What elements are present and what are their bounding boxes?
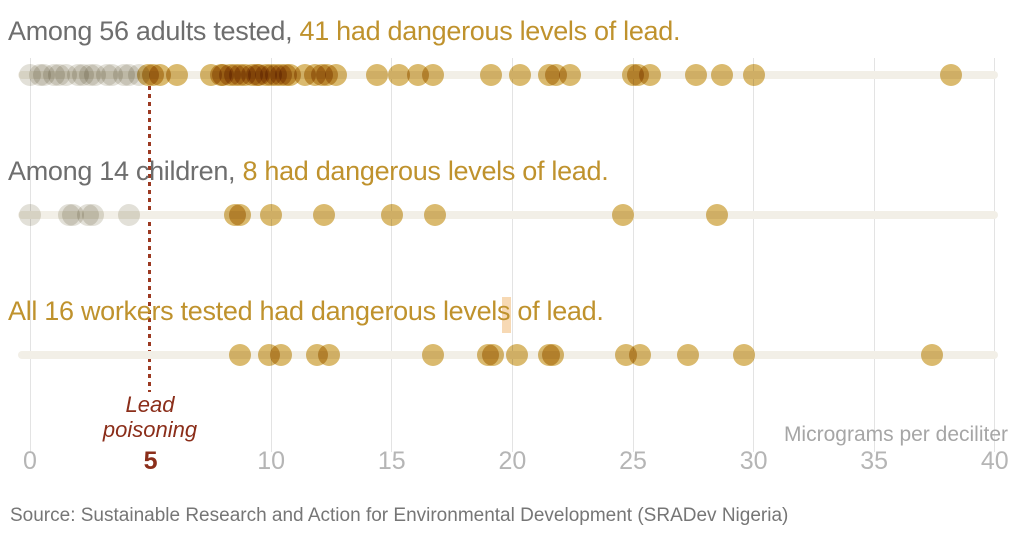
headline-workers: All 16 workers tested had dangerous leve…: [8, 296, 604, 327]
row-track: [18, 71, 998, 79]
gridline-0: [29, 58, 31, 452]
dangerous-dot: [228, 204, 251, 226]
lead-poisoning-threshold-line: [148, 86, 151, 392]
dangerous-dot: [380, 204, 403, 226]
dangerous-dot: [260, 204, 283, 226]
dangerous-dot: [325, 64, 348, 86]
x-axis-tick-5: 5: [143, 447, 158, 475]
gridline-25: [632, 58, 634, 452]
lead-poisoning-label-line1: Lead: [125, 392, 175, 417]
dangerous-dot: [313, 204, 336, 226]
headline-children: Among 14 children, 8 had dangerous level…: [8, 156, 609, 187]
gridline-35: [873, 58, 875, 452]
dangerous-dot: [612, 204, 635, 226]
dangerous-dot: [638, 64, 661, 86]
dangerous-dot: [742, 64, 765, 86]
gridline-30: [753, 58, 755, 452]
x-axis-tick-30: 30: [739, 447, 768, 475]
headline-adults-gold: 41 had dangerous levels of lead.: [299, 16, 681, 46]
safe-dot: [81, 204, 104, 226]
dangerous-dot: [732, 344, 755, 366]
dangerous-dot: [677, 344, 700, 366]
headline-adults: Among 56 adults tested, 41 had dangerous…: [8, 16, 680, 47]
safe-dot: [117, 204, 140, 226]
x-axis-tick-0: 0: [23, 447, 37, 475]
headline-adults-gray: Among 56 adults tested,: [8, 16, 300, 46]
dangerous-dot: [424, 204, 447, 226]
gridline-40: [994, 58, 996, 452]
dangerous-dot: [506, 344, 529, 366]
dangerous-dot: [149, 64, 172, 86]
dangerous-dot: [940, 64, 963, 86]
source-text: Source: Sustainable Research and Action …: [10, 505, 789, 526]
dangerous-dot: [684, 64, 707, 86]
dangerous-dot: [479, 64, 502, 86]
dangerous-dot: [388, 64, 411, 86]
lead-poisoning-label-line2: poisoning: [102, 416, 198, 442]
x-axis-tick-40: 40: [980, 447, 1009, 475]
dangerous-dot: [318, 344, 341, 366]
dangerous-dot: [269, 344, 292, 366]
dangerous-dot: [559, 64, 582, 86]
row-track: [18, 211, 998, 219]
headline-workers-gold: All 16 workers tested had dangerous leve…: [8, 296, 604, 326]
dangerous-dot: [629, 344, 652, 366]
dangerous-dot: [706, 204, 729, 226]
gridline-15: [391, 58, 393, 452]
gridline-10: [270, 58, 272, 452]
dangerous-dot: [366, 64, 389, 86]
dangerous-dot: [228, 344, 251, 366]
headline-children-gold: 8 had dangerous levels of lead.: [242, 156, 609, 186]
x-axis-tick-20: 20: [498, 447, 527, 475]
dangerous-dot: [711, 64, 734, 86]
x-axis-tick-15: 15: [377, 447, 406, 475]
dangerous-dot: [421, 344, 444, 366]
headline-children-gray: Among 14 children,: [8, 156, 243, 186]
lead-poisoning-label: Lead poisoning: [65, 392, 235, 442]
x-axis-unit-label: Micrograms per deciliter: [783, 423, 1008, 446]
safe-dot: [19, 204, 41, 226]
dangerous-dot: [508, 64, 531, 86]
gridline-20: [511, 58, 513, 452]
dangerous-dot: [421, 64, 444, 86]
highlight-mark: [502, 297, 511, 333]
dangerous-dot: [542, 344, 565, 366]
dangerous-dot: [166, 64, 189, 86]
x-axis-tick-25: 25: [619, 447, 647, 475]
dangerous-dot: [921, 344, 944, 366]
dangerous-dot: [482, 344, 505, 366]
x-axis-tick-10: 10: [257, 447, 286, 475]
x-axis-tick-35: 35: [860, 447, 889, 475]
